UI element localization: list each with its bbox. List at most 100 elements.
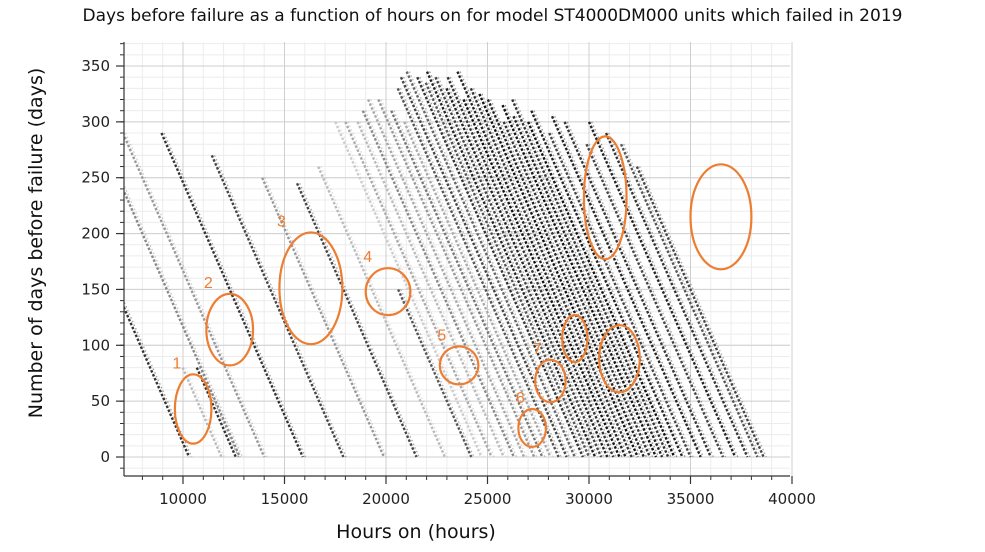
data-trace: [406, 121, 554, 458]
data-trace: [124, 188, 241, 458]
data-trace: [587, 121, 737, 458]
y-tick-label: 50: [91, 392, 110, 410]
data-trace: [320, 166, 449, 458]
x-tick-label: 15000: [261, 490, 309, 508]
data-trace: [527, 121, 676, 458]
data-trace: [400, 289, 475, 458]
y-tick-label: 250: [81, 169, 110, 187]
annotation-label: 5: [437, 327, 446, 344]
data-trace: [364, 110, 518, 458]
data-trace: [425, 71, 597, 458]
data-trace: [566, 121, 715, 458]
data-trace: [377, 99, 536, 458]
data-trace: [416, 76, 585, 458]
y-tick-label: 150: [81, 280, 110, 298]
data-trace: [397, 288, 473, 458]
data-trace: [317, 166, 446, 458]
y-tick-label: 0: [100, 448, 110, 466]
data-trace: [124, 132, 266, 458]
data-trace: [590, 121, 739, 458]
data-trace: [530, 121, 678, 458]
data-trace: [465, 99, 623, 458]
x-tick-label: 40000: [768, 490, 816, 508]
y-tick-label: 350: [81, 57, 110, 75]
x-axis-label: Hours on (hours): [336, 521, 496, 543]
data-trace: [548, 132, 692, 458]
x-tick-label: 25000: [464, 490, 512, 508]
data-trace: [370, 99, 528, 458]
data-trace: [361, 110, 515, 458]
annotation-label: 1: [172, 355, 181, 372]
x-tick-label: 35000: [667, 490, 715, 508]
data-trace: [334, 121, 483, 458]
data-trace: [635, 166, 765, 458]
data-trace: [486, 99, 645, 458]
data-trace: [505, 121, 654, 458]
y-tick-label: 200: [81, 225, 110, 243]
data-trace: [347, 121, 495, 458]
data-trace: [449, 76, 617, 458]
x-tick-label: 30000: [565, 490, 613, 508]
annotation-label: 2: [204, 275, 213, 292]
data-trace: [514, 99, 672, 458]
annotation-ellipse: [534, 358, 567, 404]
annotation-label: 6: [516, 390, 525, 407]
data-trace: [434, 76, 603, 458]
data-trace: [344, 121, 493, 458]
data-trace: [501, 104, 658, 458]
annotation-ellipse: [173, 373, 213, 445]
annotation-ellipse: [205, 292, 255, 367]
data-trace: [608, 132, 751, 458]
data-trace: [367, 99, 526, 458]
data-trace: [299, 183, 420, 458]
data-trace: [181, 367, 223, 458]
data-trace: [399, 88, 562, 458]
data-trace: [124, 304, 191, 458]
data-trace: [638, 166, 767, 458]
data-trace: [472, 88, 635, 458]
data-trace: [427, 82, 593, 458]
data-trace: [356, 121, 505, 458]
data-trace: [512, 115, 664, 458]
data-trace: [210, 154, 345, 458]
data-trace: [448, 88, 611, 458]
data-trace: [530, 110, 684, 458]
data-trace: [295, 182, 418, 458]
annotation-ellipse: [517, 407, 548, 449]
data-trace: [585, 143, 725, 458]
data-trace: [446, 76, 615, 458]
y-tick-label: 100: [81, 336, 110, 354]
data-trace: [551, 132, 694, 458]
data-trace: [489, 99, 648, 458]
data-trace: [462, 99, 621, 458]
data-trace: [403, 121, 552, 458]
data-trace: [533, 110, 686, 458]
x-tick-label: 10000: [159, 490, 207, 508]
data-trace: [511, 99, 670, 458]
annotation-ellipse: [364, 267, 412, 317]
chart-title: Days before failure as a function of hou…: [82, 6, 903, 26]
data-trace: [337, 121, 485, 458]
data-trace: [588, 143, 727, 458]
data-trace: [195, 367, 237, 458]
data-trace: [550, 115, 702, 458]
annotation-ellipse: [278, 231, 344, 346]
data-trace: [419, 76, 587, 458]
annotation-ellipse: [598, 324, 641, 394]
annotation-label: 4: [363, 249, 372, 266]
data-trace: [619, 143, 759, 458]
annotation-ellipses: 1 2 3 4 5 6 7: [172, 135, 753, 449]
data-trace: [264, 177, 388, 458]
data-trace: [405, 71, 576, 458]
data-trace: [623, 143, 761, 458]
data-traces: [124, 71, 767, 458]
annotation-label: 7: [533, 341, 542, 358]
y-tick-label: 300: [81, 113, 110, 131]
data-trace: [184, 367, 225, 458]
axes: 10000 15000 20000 25000 30000 35000 40000 0 50 10…: [81, 42, 816, 508]
annotation-ellipse: [689, 163, 753, 271]
data-trace: [478, 93, 639, 458]
data-trace: [437, 76, 605, 458]
data-trace: [403, 76, 570, 458]
